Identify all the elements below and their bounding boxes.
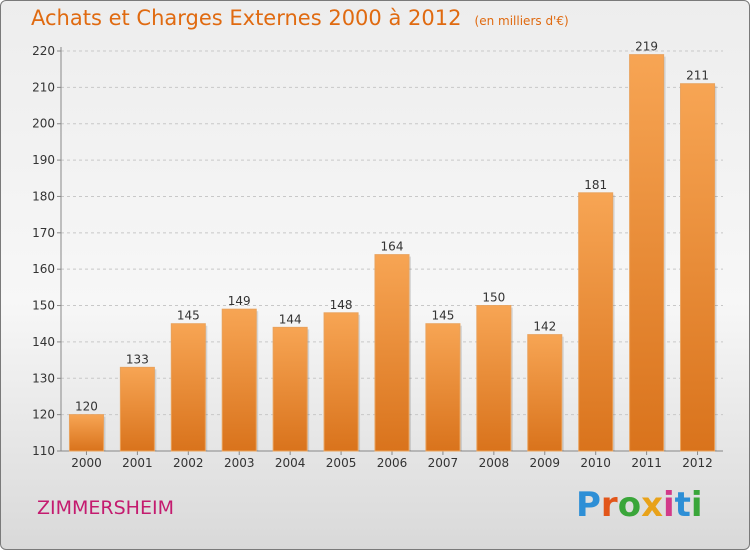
chart-subtitle: (en milliers d'€) <box>474 14 569 28</box>
value-label: 133 <box>126 352 149 366</box>
logo-letter: i <box>690 485 703 525</box>
x-tick-label: 2004 <box>275 456 306 470</box>
y-tick-label: 220 <box>32 44 55 58</box>
bars <box>68 54 717 452</box>
x-tick-label: 2012 <box>682 456 713 470</box>
bar-2009 <box>527 334 563 452</box>
y-tick-label: 120 <box>32 408 55 422</box>
y-tick-label: 130 <box>32 371 55 385</box>
x-tick-label: 2011 <box>631 456 662 470</box>
logo-letter: i <box>663 485 675 525</box>
y-tick-labels: 110 120 130 140 150 160 170 180 190 200 210 220 <box>32 44 55 458</box>
proxiti-logo[interactable]: Proxiti <box>576 485 703 525</box>
value-labels: 120 133 145 149 144 148 164 145 150 142 181 219 211 <box>75 40 709 414</box>
y-tick-label: 170 <box>32 226 55 240</box>
bar-2004 <box>272 326 308 452</box>
y-tick-label: 110 <box>32 444 55 458</box>
y-tick-label: 140 <box>32 335 55 349</box>
title-row: Achats et Charges Externes 2000 à 2012 (… <box>31 6 569 30</box>
value-label: 145 <box>177 309 200 323</box>
x-tick-label: 2010 <box>580 456 611 470</box>
logo-letter: r <box>600 485 618 525</box>
value-label: 164 <box>381 240 404 254</box>
y-tick-label: 150 <box>32 299 55 313</box>
value-label: 120 <box>75 400 98 414</box>
x-tick-label: 2009 <box>529 456 560 470</box>
city-name: ZIMMERSHEIM <box>37 497 174 519</box>
value-label: 144 <box>279 312 302 326</box>
bar-2006 <box>374 254 410 452</box>
value-label: 150 <box>482 291 505 305</box>
chart-title: Achats et Charges Externes 2000 à 2012 <box>31 6 462 30</box>
logo-letter: o <box>617 485 642 525</box>
bar-2002 <box>170 323 206 452</box>
value-label: 219 <box>635 40 658 54</box>
value-label: 148 <box>330 298 353 312</box>
bar-2001 <box>119 366 155 452</box>
y-tick-label: 180 <box>32 189 55 203</box>
bar-2012 <box>680 83 716 452</box>
value-label: 181 <box>584 178 607 192</box>
logo-letter: P <box>576 485 601 525</box>
x-tick-label: 2002 <box>173 456 204 470</box>
y-tick-label: 190 <box>32 153 55 167</box>
y-tick-label: 160 <box>32 262 55 276</box>
logo-letter: x <box>641 485 663 525</box>
x-tick-label: 2001 <box>122 456 153 470</box>
logo-letter: t <box>674 485 691 525</box>
bar-2007 <box>425 323 461 452</box>
x-tick-labels: 2000 2001 2002 2003 2004 2005 2006 2007 2008 2009… <box>71 456 713 470</box>
x-tick-label: 2000 <box>71 456 102 470</box>
bar-2003 <box>221 308 257 452</box>
y-tick-label: 200 <box>32 117 55 131</box>
bar-2005 <box>323 312 359 452</box>
x-tick-label: 2005 <box>326 456 357 470</box>
value-label: 211 <box>686 69 709 83</box>
value-label: 145 <box>431 309 454 323</box>
value-label: 142 <box>533 320 556 334</box>
value-label: 149 <box>228 294 251 308</box>
x-tick-label: 2008 <box>479 456 510 470</box>
bar-2010 <box>578 192 614 452</box>
x-tick-label: 2006 <box>377 456 408 470</box>
bar-2011 <box>629 54 665 452</box>
bar-2000 <box>68 414 104 452</box>
bar-2008 <box>476 305 512 452</box>
x-tick-label: 2007 <box>428 456 459 470</box>
y-tick-label: 210 <box>32 80 55 94</box>
x-tick-label: 2003 <box>224 456 255 470</box>
